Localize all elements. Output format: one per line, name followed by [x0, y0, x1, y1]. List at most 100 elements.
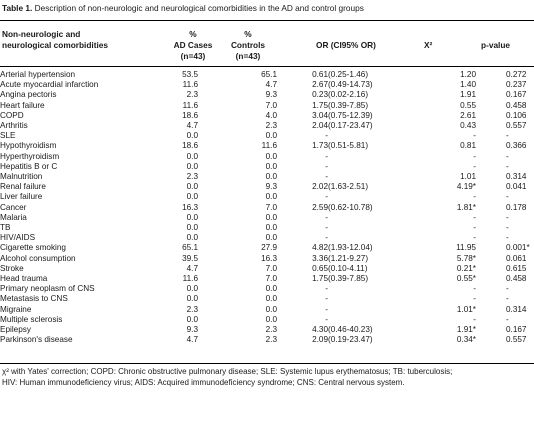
condition-cell: Malaria [0, 212, 27, 222]
header-x2: X² [424, 40, 433, 50]
chi-square-cell: - [473, 223, 476, 233]
spacer-cell [277, 70, 305, 80]
spacer-cell [277, 162, 305, 172]
table-row: Acute myocardial infarction 11.6 4.7 2.67 (0… [0, 80, 534, 90]
spacer-cell [198, 315, 247, 325]
table-row: Migraine 2.3 0.0 - 1.01* 0.314 [0, 305, 534, 315]
odds-ratio-cell: - [325, 233, 328, 243]
p-value-cell: 0.001* [506, 243, 530, 253]
ad-percent-cell: 0.0 [186, 192, 198, 202]
ci95-cell [328, 233, 430, 243]
p-value-cell: - [506, 151, 509, 161]
spacer-cell [198, 294, 247, 304]
spacer-cell [277, 284, 305, 294]
ad-percent-cell: 0.0 [186, 233, 198, 243]
chi-square-cell: 0.55* [456, 274, 476, 284]
ad-percent-cell: 11.6 [182, 100, 198, 110]
condition-cell: Arterial hypertension [0, 70, 76, 79]
spacer-cell [198, 335, 247, 345]
p-value-cell: 0.167 [506, 90, 527, 100]
ci95-cell [328, 315, 430, 325]
control-percent-cell: 0.0 [265, 192, 277, 202]
p-value-cell: 0.314 [506, 172, 527, 182]
condition-cell: Arthritis [0, 121, 28, 131]
spacer-cell [476, 192, 506, 202]
condition-cell: Migraine [0, 304, 32, 314]
footnote-line-1: χ² with Yates' correction; COPD: Chronic… [2, 367, 453, 376]
table-row: Liver failure 0.0 0.0 - - - [0, 192, 534, 202]
spacer-cell [277, 192, 305, 202]
chi-square-cell: 0.34* [456, 335, 476, 345]
odds-ratio-cell: 3.04 [312, 110, 328, 120]
header-ad-cases: % AD Cases (n=43) [173, 29, 213, 61]
table-row: HIV/AIDS 0.0 0.0 - - - [0, 233, 534, 243]
chi-square-cell: 1.01* [456, 304, 476, 314]
odds-ratio-cell: - [325, 172, 328, 182]
condition-cell: TB [0, 223, 11, 233]
spacer-cell [476, 264, 506, 274]
control-percent-cell: 0.0 [265, 284, 277, 294]
spacer-cell [198, 111, 247, 121]
table-row: SLE 0.0 0.0 - - - [0, 131, 534, 141]
spacer-cell [198, 254, 247, 264]
spacer-cell [277, 152, 305, 162]
spacer-cell [277, 274, 305, 284]
table-row: Metastasis to CNS 0.0 0.0 - - - [0, 294, 534, 304]
ad-percent-cell: 4.7 [186, 335, 198, 345]
ad-percent-cell: 18.6 [182, 141, 198, 151]
ad-percent-cell: 2.3 [186, 172, 198, 182]
ad-percent-cell: 0.0 [186, 314, 198, 324]
p-value-cell: - [506, 131, 509, 141]
spacer-cell [476, 172, 506, 182]
odds-ratio-cell: 1.75 [312, 274, 328, 284]
spacer-cell [198, 182, 247, 192]
control-percent-cell: 0.0 [265, 223, 277, 233]
ci95-cell [328, 172, 430, 182]
table-row: TB 0.0 0.0 - - - [0, 223, 534, 233]
spacer-cell [198, 172, 247, 182]
ad-percent-cell: 9.3 [186, 325, 198, 335]
p-value-cell: 0.615 [506, 263, 527, 273]
p-value-cell: - [506, 294, 509, 304]
spacer-cell [277, 121, 305, 131]
ad-percent-cell: 16.3 [182, 202, 198, 212]
table-row: Malaria 0.0 0.0 - - - [0, 213, 534, 223]
ci95-cell: (0.19-23.47) [328, 335, 373, 345]
odds-ratio-cell: 0.23 [312, 90, 328, 100]
chi-square-cell: 1.20 [460, 70, 476, 79]
ad-percent-cell: 0.0 [186, 131, 198, 141]
odds-ratio-cell: - [325, 212, 328, 222]
control-percent-cell: 4.0 [265, 110, 277, 120]
spacer-cell [198, 243, 247, 253]
ad-percent-cell: 65.1 [182, 243, 198, 253]
chi-square-cell: 4.19* [456, 182, 476, 192]
spacer-cell [198, 213, 247, 223]
table-row: Hepatitis B or C 0.0 0.0 - - - [0, 162, 534, 172]
odds-ratio-cell: - [325, 294, 328, 304]
odds-ratio-cell: 2.09 [312, 335, 328, 345]
table-row: Alcohol consumption 39.5 16.3 3.36 (1.21-9.2… [0, 254, 534, 264]
p-value-cell: 0.557 [506, 121, 527, 131]
spacer-cell [198, 152, 247, 162]
comorbidity-table-body: Arterial hypertension 53.5 65.1 0.61 (0.25-1… [0, 70, 534, 345]
condition-cell: COPD [0, 110, 24, 120]
spacer-cell [277, 294, 305, 304]
spacer-cell [476, 335, 506, 345]
chi-square-cell: - [473, 131, 476, 141]
spacer-cell [198, 121, 247, 131]
p-value-cell: 0.167 [506, 325, 527, 335]
spacer-cell [198, 70, 247, 80]
control-percent-cell: 0.0 [265, 151, 277, 161]
p-value-cell: - [506, 161, 509, 171]
odds-ratio-cell: 2.04 [312, 121, 328, 131]
spacer-cell [198, 264, 247, 274]
top-rule [0, 20, 534, 21]
ci95-cell: (1.21-9.27) [328, 253, 369, 263]
spacer-cell [476, 305, 506, 315]
odds-ratio-cell: 3.36 [312, 253, 328, 263]
ad-percent-cell: 39.5 [182, 253, 198, 263]
ad-percent-cell: 11.6 [182, 80, 198, 90]
ci95-cell: (0.51-5.81) [328, 141, 369, 151]
spacer-cell [476, 90, 506, 100]
table-row: Arterial hypertension 53.5 65.1 0.61 (0.25-1… [0, 70, 534, 80]
